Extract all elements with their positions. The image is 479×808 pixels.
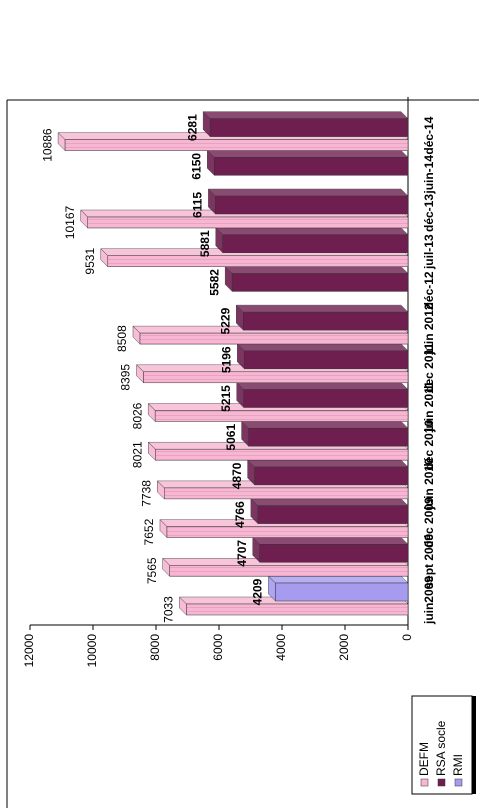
data-label: 8395 bbox=[119, 364, 133, 391]
bar-side bbox=[215, 227, 409, 235]
x-tick-label: juin 2010 bbox=[422, 458, 436, 511]
bar-side bbox=[236, 343, 409, 352]
x-tick-label: déc-12 bbox=[422, 271, 436, 309]
legend-label: RSA socle bbox=[434, 720, 448, 776]
data-label: 5229 bbox=[218, 307, 232, 334]
x-tick-label: juin 2011 bbox=[422, 381, 436, 433]
legend-swatch bbox=[454, 778, 463, 787]
x-tick-label: juil-13 bbox=[422, 234, 436, 270]
bar bbox=[209, 118, 409, 137]
data-label: 5881 bbox=[198, 230, 212, 257]
data-label: 4707 bbox=[235, 540, 249, 567]
data-label: 4766 bbox=[233, 501, 247, 528]
x-tick-label: juin 2012 bbox=[422, 303, 436, 356]
y-tick-label: 0 bbox=[400, 634, 414, 641]
bar bbox=[231, 273, 409, 292]
bar bbox=[143, 371, 409, 384]
bar bbox=[215, 195, 409, 215]
legend-label: DEFM bbox=[417, 742, 431, 776]
x-tick-label: dec 2011 bbox=[422, 342, 436, 392]
data-label: 5061 bbox=[224, 424, 238, 451]
bar bbox=[155, 448, 409, 461]
bar bbox=[254, 466, 409, 486]
data-label: 9531 bbox=[83, 248, 97, 275]
plot: 0 2000 4000 6000 8000 10000 12000 juin2009 7033 4… bbox=[22, 96, 476, 795]
legend: DEFM RSA socle RMI bbox=[411, 695, 476, 795]
bar-side bbox=[206, 150, 409, 158]
bar-side bbox=[246, 459, 409, 468]
bar bbox=[154, 410, 409, 422]
data-label: 7565 bbox=[145, 557, 159, 584]
y-tick-label: 2000 bbox=[337, 634, 351, 661]
data-label: 4870 bbox=[230, 462, 244, 489]
bar bbox=[214, 157, 409, 176]
bar bbox=[257, 505, 409, 524]
bar bbox=[244, 350, 409, 370]
data-label: 5582 bbox=[207, 269, 221, 296]
data-label: 6150 bbox=[189, 153, 203, 180]
x-tick-label: sept 2009 bbox=[422, 534, 436, 589]
bar-side bbox=[250, 498, 409, 506]
bar bbox=[243, 311, 409, 331]
x-tick-label: déc 2009 bbox=[422, 497, 436, 548]
bar bbox=[139, 332, 409, 345]
bar-side bbox=[252, 537, 409, 545]
bar-side bbox=[236, 382, 409, 390]
bar bbox=[166, 526, 409, 538]
data-label: 8021 bbox=[131, 441, 145, 468]
data-label: 6115 bbox=[191, 192, 205, 218]
bar-side bbox=[202, 111, 409, 119]
data-label: 5215 bbox=[219, 385, 233, 412]
bar bbox=[248, 427, 409, 447]
bar bbox=[259, 544, 409, 563]
bar-side bbox=[207, 188, 409, 197]
bar bbox=[275, 582, 409, 602]
y-tick-label: 6000 bbox=[211, 634, 225, 661]
x-tick-label: juin-14 bbox=[422, 155, 436, 195]
bar bbox=[186, 603, 409, 616]
data-label: 4209 bbox=[251, 578, 265, 605]
x-tick-label: déc-14 bbox=[422, 116, 436, 154]
bar bbox=[222, 234, 409, 253]
legend-label: RMI bbox=[451, 754, 465, 776]
bar-side bbox=[224, 266, 409, 274]
bar bbox=[169, 565, 409, 577]
bar bbox=[64, 139, 409, 151]
y-tick-label: 12000 bbox=[22, 634, 36, 668]
data-label: 7033 bbox=[162, 596, 176, 623]
bar bbox=[243, 389, 409, 408]
data-label: 6281 bbox=[185, 114, 199, 141]
legend-swatch bbox=[437, 778, 446, 787]
bar bbox=[87, 216, 409, 229]
data-label: 10167 bbox=[63, 205, 77, 239]
x-tick-label: déc 2010 bbox=[422, 420, 436, 471]
x-tick-label: juin2009 bbox=[422, 576, 436, 625]
y-tick-label: 10000 bbox=[85, 634, 99, 668]
data-label: 8026 bbox=[130, 402, 144, 429]
data-label: 7652 bbox=[142, 518, 156, 545]
data-label: 5196 bbox=[219, 346, 233, 373]
legend-shadow bbox=[472, 696, 476, 794]
data-label: 8508 bbox=[115, 325, 129, 352]
x-tick-label: déc-13 bbox=[422, 194, 436, 232]
bar bbox=[107, 255, 409, 267]
legend-swatch bbox=[420, 778, 429, 787]
bar-side bbox=[240, 420, 409, 429]
data-label: 10886 bbox=[40, 128, 54, 162]
y-tick-label: 8000 bbox=[148, 634, 162, 661]
bar bbox=[164, 487, 409, 500]
y-tick-label: 4000 bbox=[274, 634, 288, 661]
bar-side bbox=[267, 575, 409, 584]
bar-side bbox=[235, 304, 409, 313]
data-label: 7738 bbox=[139, 480, 153, 507]
